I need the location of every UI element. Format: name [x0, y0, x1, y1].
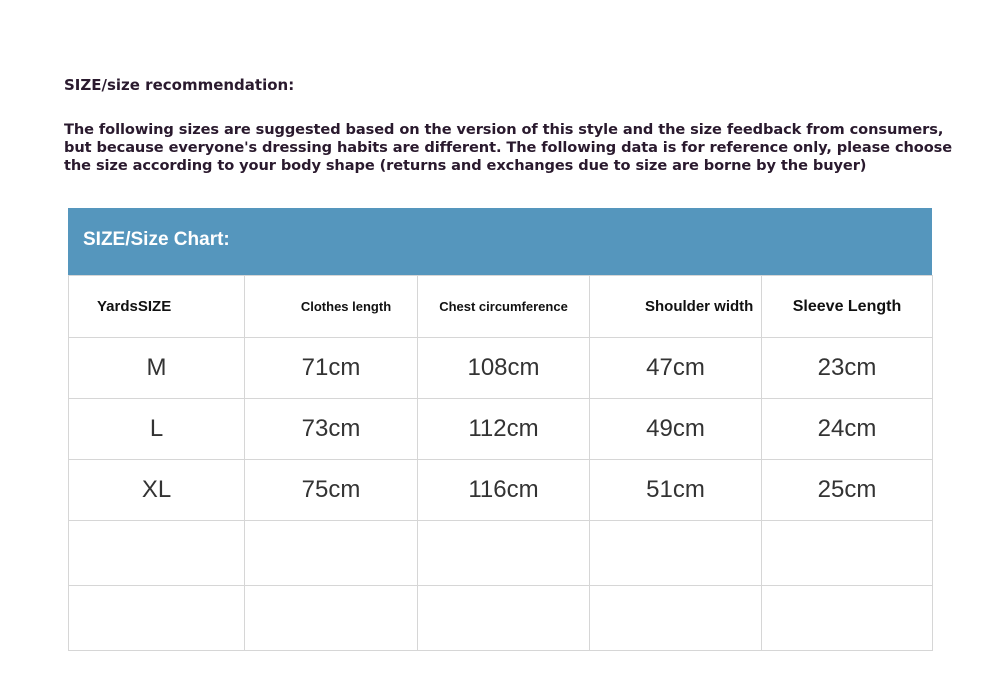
- table-header-row: YardsSIZE Clothes length Chest circumfer…: [68, 275, 933, 338]
- table-cell: 112cm: [417, 398, 590, 460]
- table-cell: [244, 520, 418, 586]
- table-cell: [761, 585, 933, 651]
- size-chart: SIZE/Size Chart: YardsSIZE Clothes lengt…: [68, 208, 933, 651]
- table-cell: 108cm: [417, 337, 590, 399]
- table-cell: [68, 520, 245, 586]
- table-cell: [244, 585, 418, 651]
- table-cell: [68, 585, 245, 651]
- recommendation-text: The following sizes are suggested based …: [64, 121, 953, 174]
- table-cell: 47cm: [589, 337, 762, 399]
- column-header: Chest circumference: [417, 275, 590, 338]
- size-table: YardsSIZE Clothes length Chest circumfer…: [68, 275, 933, 651]
- table-cell: XL: [68, 459, 245, 521]
- table-cell: [761, 520, 933, 586]
- table-row: M 71cm 108cm 47cm 23cm: [68, 337, 933, 399]
- table-cell: [589, 520, 762, 586]
- table-cell: 49cm: [589, 398, 762, 460]
- table-cell: [417, 520, 590, 586]
- table-cell: 23cm: [761, 337, 933, 399]
- table-row: [68, 520, 933, 586]
- table-cell: L: [68, 398, 245, 460]
- size-chart-title: SIZE/Size Chart:: [68, 208, 932, 275]
- table-cell: 71cm: [244, 337, 418, 399]
- table-cell: 75cm: [244, 459, 418, 521]
- column-header: Shoulder width: [589, 275, 762, 338]
- table-row: L 73cm 112cm 49cm 24cm: [68, 398, 933, 460]
- table-cell: 73cm: [244, 398, 418, 460]
- recommendation-heading: SIZE/size recommendation:: [64, 76, 295, 94]
- column-header: Clothes length: [244, 275, 418, 338]
- table-row: XL 75cm 116cm 51cm 25cm: [68, 459, 933, 521]
- column-header: Sleeve Length: [761, 275, 933, 338]
- table-cell: M: [68, 337, 245, 399]
- table-cell: [589, 585, 762, 651]
- table-row: [68, 585, 933, 651]
- table-cell: 51cm: [589, 459, 762, 521]
- table-cell: 24cm: [761, 398, 933, 460]
- table-cell: [417, 585, 590, 651]
- column-header: YardsSIZE: [68, 275, 245, 338]
- table-cell: 116cm: [417, 459, 590, 521]
- table-cell: 25cm: [761, 459, 933, 521]
